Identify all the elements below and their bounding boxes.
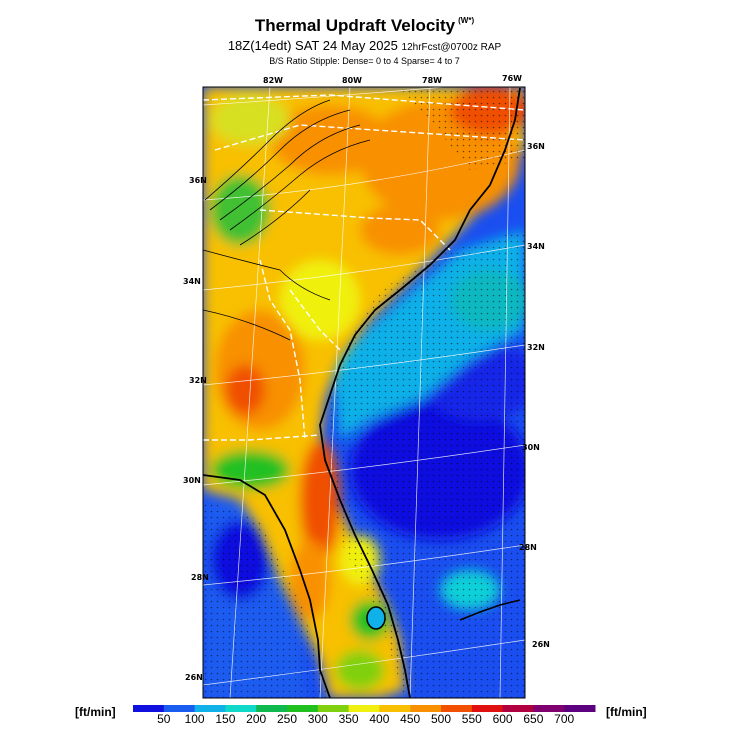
forecast-info: 12hrFcst@0700z RAP <box>401 42 502 53</box>
title-unit: (W*) <box>458 16 475 25</box>
colorbar-swatch <box>441 705 473 712</box>
lat-label: 28N <box>191 573 209 582</box>
atlantic-coastline <box>319 87 521 698</box>
colorbar-swatch <box>410 705 442 712</box>
lat-label: 34N <box>527 242 545 251</box>
lat-label: 26N <box>185 673 203 682</box>
gulf-coastline <box>203 474 331 698</box>
lat-label: 32N <box>527 343 545 352</box>
lat-label: 32N <box>189 376 207 385</box>
lat-label: 26N <box>532 640 550 649</box>
terrain-contours <box>203 99 371 341</box>
chart-title: Thermal Updraft Velocity (W*) <box>0 16 729 36</box>
colorbar-swatch <box>533 705 565 712</box>
colorbar-swatch <box>348 705 380 712</box>
colorbar-tick-label: 250 <box>276 712 298 726</box>
colorbar <box>133 705 596 712</box>
lon-label: 80W <box>342 76 362 85</box>
lat-label: 36N <box>189 176 207 185</box>
chart-subtitle: 18Z(14edt) SAT 24 May 2025 12hrFcst@0700… <box>0 38 729 53</box>
title-text: Thermal Updraft Velocity <box>254 16 456 35</box>
lon-label: 76W <box>502 74 522 83</box>
lat-label: 30N <box>522 443 540 452</box>
map-frame <box>202 86 526 699</box>
colorbar-tick-label: 550 <box>461 712 482 726</box>
colorbar-tick-label: 300 <box>307 712 328 726</box>
stipple-note: B/S Ratio Stipple: Dense= 0 to 4 Sparse=… <box>269 56 460 66</box>
colorbar-tick-label: 600 <box>492 712 513 726</box>
colorbar-tick-label: 500 <box>430 712 452 726</box>
colorbar-tick-label: 100 <box>184 712 205 726</box>
colorbar-tick-label: 200 <box>246 712 267 726</box>
lat-label: 36N <box>527 142 545 151</box>
map-area <box>203 87 525 698</box>
lon-labels: 82W 80W 78W 76W <box>263 74 522 85</box>
colorbar-unit-left: [ft/min] <box>75 705 116 719</box>
colorbar-unit-right: [ft/min] <box>606 705 647 719</box>
lat-label: 34N <box>183 277 201 286</box>
colorbar-swatch <box>225 705 257 712</box>
colorbar-tick-label: 350 <box>338 712 359 726</box>
lat-label: 28N <box>519 543 537 552</box>
lon-label: 78W <box>422 76 442 85</box>
colorbar-swatch <box>163 705 196 712</box>
bahamas-outline <box>459 599 521 621</box>
colorbar-tick-label: 50 <box>157 712 171 726</box>
colorbar-swatch <box>379 705 411 712</box>
colorbar-tick-label: 400 <box>369 712 390 726</box>
graticule <box>203 87 525 698</box>
colorbar-swatch <box>194 705 226 712</box>
colorbar-swatch <box>471 705 504 712</box>
colorbar-swatch <box>317 705 350 712</box>
colorbar-swatch <box>502 705 534 712</box>
lat-labels-right: 36N 34N 32N 30N 28N 26N <box>519 142 550 649</box>
colorbar-swatch <box>133 705 165 712</box>
colorbar-swatch <box>287 705 319 712</box>
colorbar-tick-label: 650 <box>523 712 544 726</box>
lat-label: 30N <box>183 476 201 485</box>
lake-okeechobee <box>366 606 386 630</box>
state-borders <box>203 94 525 441</box>
lat-labels-left: 36N 34N 32N 30N 28N 26N <box>183 176 209 682</box>
colorbar-tick-label: 450 <box>400 712 421 726</box>
colorbar-tick-label: 700 <box>554 712 575 726</box>
colorbar-swatch <box>564 705 596 712</box>
colorbar-swatch <box>256 705 288 712</box>
valid-time: 18Z(14edt) SAT 24 May 2025 <box>227 38 398 53</box>
lon-label: 82W <box>263 76 283 85</box>
colorbar-tick-label: 150 <box>215 712 236 726</box>
